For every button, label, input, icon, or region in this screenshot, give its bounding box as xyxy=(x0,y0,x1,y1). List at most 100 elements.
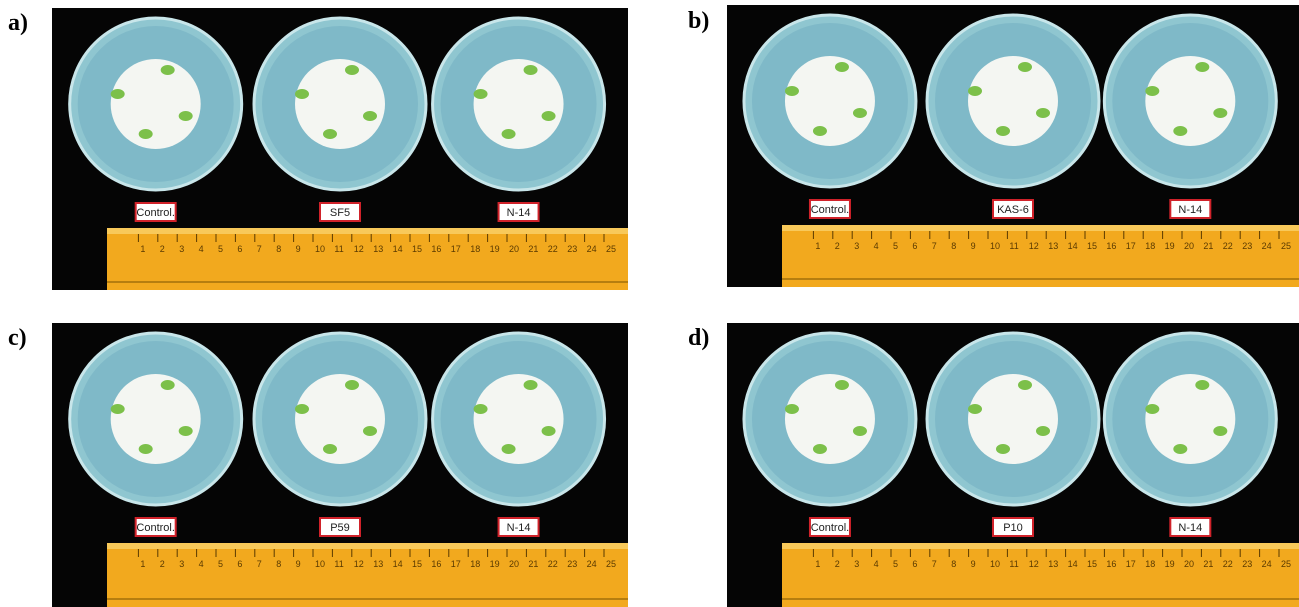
seedling xyxy=(502,129,516,139)
ruler-number: 23 xyxy=(567,559,577,569)
filter-paper xyxy=(1145,56,1235,146)
ruler-number: 5 xyxy=(218,244,223,254)
panel-photo: Control.KAS-6N-1412345678910111213141516… xyxy=(727,5,1299,287)
seedling xyxy=(1195,380,1209,390)
seedling xyxy=(345,380,359,390)
ruler-number: 13 xyxy=(373,244,383,254)
seedling xyxy=(1173,444,1187,454)
filter-paper xyxy=(111,374,201,464)
dish-label: N-14 xyxy=(1178,204,1202,216)
filter-paper xyxy=(111,59,201,149)
seedling xyxy=(968,404,982,414)
ruler-number: 5 xyxy=(218,559,223,569)
ruler-number: 18 xyxy=(470,244,480,254)
seedling xyxy=(813,126,827,136)
ruler-number: 22 xyxy=(548,559,558,569)
seedling xyxy=(345,65,359,75)
ruler-number: 11 xyxy=(334,559,343,569)
ruler-number: 8 xyxy=(276,559,281,569)
seedling xyxy=(502,444,516,454)
ruler-number: 1 xyxy=(140,244,145,254)
seedling xyxy=(474,89,488,99)
seedling xyxy=(524,380,538,390)
seedling xyxy=(1036,426,1050,436)
ruler-number: 24 xyxy=(587,559,597,569)
ruler-number: 12 xyxy=(354,559,364,569)
ruler-number: 20 xyxy=(509,244,519,254)
ruler-number: 10 xyxy=(315,559,325,569)
ruler-number: 15 xyxy=(1087,559,1097,569)
ruler xyxy=(782,543,1299,607)
seedling xyxy=(1018,62,1032,72)
ruler-number: 20 xyxy=(1184,559,1194,569)
ruler-number: 25 xyxy=(606,559,616,569)
ruler-number: 13 xyxy=(373,559,383,569)
ruler-number: 2 xyxy=(160,244,165,254)
ruler-number: 16 xyxy=(1106,241,1116,251)
seedling xyxy=(1145,404,1159,414)
ruler-number: 11 xyxy=(1009,241,1018,251)
dish-label: SF5 xyxy=(330,207,350,219)
ruler-number: 1 xyxy=(815,559,820,569)
ruler-number: 14 xyxy=(393,559,403,569)
ruler-number: 7 xyxy=(257,559,262,569)
dish-label: N-14 xyxy=(507,207,531,219)
ruler-number: 21 xyxy=(1203,559,1213,569)
panel-letter: b) xyxy=(688,8,709,34)
seedling xyxy=(295,404,309,414)
ruler-number: 22 xyxy=(1223,241,1233,251)
ruler-number: 13 xyxy=(1048,241,1058,251)
ruler-number: 22 xyxy=(548,244,558,254)
dish-label: N-14 xyxy=(507,522,531,534)
ruler-number: 16 xyxy=(431,244,441,254)
ruler-highlight xyxy=(107,228,628,234)
ruler-number: 8 xyxy=(951,559,956,569)
seedling xyxy=(363,111,377,121)
seedling xyxy=(111,404,125,414)
seedling xyxy=(1018,380,1032,390)
filter-paper xyxy=(1145,374,1235,464)
ruler-number: 19 xyxy=(1165,559,1175,569)
ruler xyxy=(107,228,628,290)
ruler-number: 1 xyxy=(140,559,145,569)
ruler-number: 7 xyxy=(932,559,937,569)
ruler-number: 9 xyxy=(971,559,976,569)
seedling xyxy=(524,65,538,75)
dish-label: Control. xyxy=(811,522,850,534)
ruler-number: 3 xyxy=(179,559,184,569)
ruler-number: 9 xyxy=(971,241,976,251)
panel-letter: d) xyxy=(688,325,709,351)
seedling xyxy=(179,426,193,436)
filter-paper xyxy=(785,374,875,464)
ruler-number: 14 xyxy=(1068,559,1078,569)
seedling xyxy=(853,108,867,118)
filter-paper xyxy=(474,59,564,149)
ruler-number: 10 xyxy=(990,559,1000,569)
ruler-number: 17 xyxy=(1126,559,1136,569)
ruler-highlight xyxy=(107,543,628,549)
ruler-number: 6 xyxy=(237,559,242,569)
ruler-number: 6 xyxy=(912,559,917,569)
ruler xyxy=(782,225,1299,287)
ruler-number: 15 xyxy=(412,244,422,254)
ruler-number: 1 xyxy=(815,241,820,251)
ruler-number: 16 xyxy=(431,559,441,569)
ruler-number: 10 xyxy=(990,241,1000,251)
seedling xyxy=(161,65,175,75)
ruler-number: 23 xyxy=(1242,241,1252,251)
seedling xyxy=(835,380,849,390)
ruler-number: 13 xyxy=(1048,559,1058,569)
filter-paper xyxy=(295,374,385,464)
panel-letter: c) xyxy=(8,325,27,351)
ruler-number: 12 xyxy=(354,244,364,254)
seedling xyxy=(996,126,1010,136)
ruler-number: 19 xyxy=(490,559,500,569)
seedling xyxy=(323,129,337,139)
figure: a)Control.SF5N-1412345678910111213141516… xyxy=(0,0,1299,607)
seedling xyxy=(1173,126,1187,136)
ruler-number: 12 xyxy=(1029,241,1039,251)
filter-paper xyxy=(968,56,1058,146)
ruler-number: 6 xyxy=(237,244,242,254)
